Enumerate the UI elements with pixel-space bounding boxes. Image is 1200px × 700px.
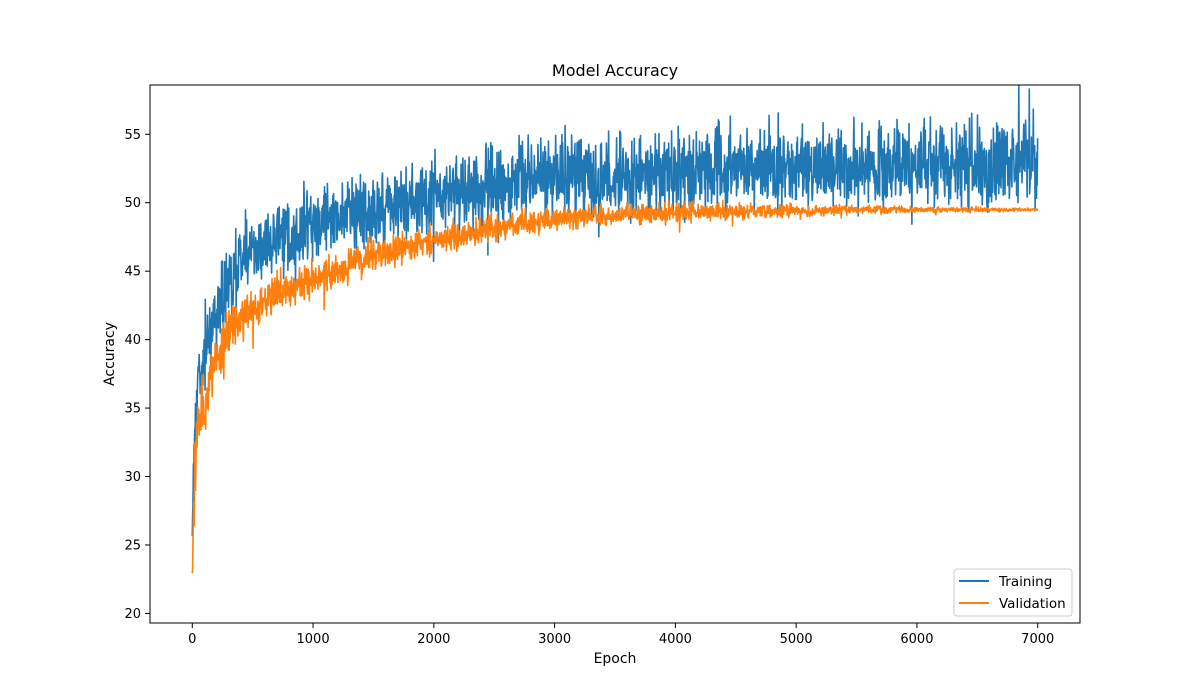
- y-tick-label: 45: [124, 265, 141, 280]
- x-tick-label: 1000: [297, 632, 330, 647]
- x-tick-label: 4000: [659, 632, 692, 647]
- plot-frame: [149, 84, 1081, 624]
- series-layer: [191, 85, 1039, 574]
- x-tick-label: 3000: [538, 632, 571, 647]
- x-tick-label: 5000: [780, 632, 813, 647]
- y-axis: 20 25 30 35 40 45 50 55: [124, 128, 150, 622]
- x-tick-label: 2000: [417, 632, 450, 647]
- y-tick-label: 50: [124, 196, 141, 211]
- x-tick-label: 6000: [900, 632, 933, 647]
- y-tick-label: 35: [124, 402, 141, 417]
- chart-title: Model Accuracy: [552, 61, 678, 80]
- x-axis-label: Epoch: [594, 651, 637, 667]
- y-tick-label: 25: [124, 538, 141, 553]
- legend-label-validation: Validation: [999, 596, 1066, 612]
- legend: Training Validation: [953, 568, 1073, 617]
- series-line-validation: [191, 199, 1038, 574]
- x-tick-label: 7000: [1021, 632, 1054, 647]
- y-tick-label: 40: [124, 333, 141, 348]
- y-axis-label: Accuracy: [102, 322, 118, 386]
- legend-label-training: Training: [998, 574, 1052, 590]
- x-tick-label: 0: [188, 632, 196, 647]
- y-tick-label: 30: [124, 470, 141, 485]
- x-axis: 0 1000 2000 3000 4000 5000 6000 7000: [188, 623, 1054, 647]
- y-tick-label: 20: [124, 607, 141, 622]
- y-tick-label: 55: [124, 128, 141, 143]
- series-line-training: [191, 85, 1039, 537]
